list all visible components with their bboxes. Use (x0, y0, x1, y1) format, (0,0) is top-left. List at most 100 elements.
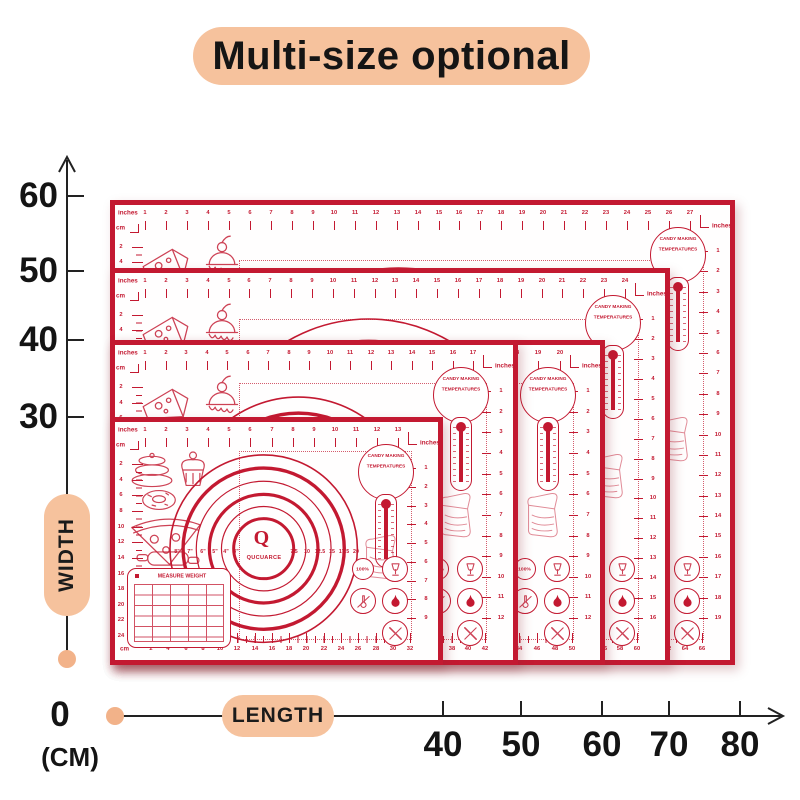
right-ruler-number: 1 (586, 387, 590, 394)
top-ruler-number: 10 (326, 349, 333, 356)
top-ruler-number: 19 (517, 277, 524, 284)
top-ruler-number: 13 (393, 209, 400, 216)
top-ruler-inches-label: inches (118, 209, 138, 217)
top-ruler-number: 3 (184, 349, 188, 356)
bottom-ruler-number: 44 (516, 645, 523, 652)
top-ruler-end-inches-label: inches (712, 222, 732, 230)
mat-40x30: inches 1 2 3 4 5 6 7 8 9 10 11 12 13 inches cm 2 4 6 8 10 12 1… (110, 417, 443, 665)
cherry-cake-doodle-icon (201, 375, 243, 423)
care-icon-cluster: 100% (510, 556, 574, 650)
right-ruler-number: 8 (651, 454, 655, 461)
left-ruler-number: 4 (119, 258, 123, 265)
right-ruler-number: 15 (714, 532, 722, 539)
top-ruler-number: 5 (225, 349, 229, 356)
bottom-ruler-number: 14 (251, 645, 258, 652)
top-ruler-number: 8 (286, 349, 291, 356)
dial-label-right: 20 (353, 548, 360, 555)
right-ruler-number: 7 (424, 576, 428, 583)
brand-logo-mark: Q (253, 527, 270, 550)
top-ruler-number: 15 (433, 277, 441, 284)
right-ruler-number: 6 (499, 490, 503, 497)
top-ruler-number: 17 (475, 277, 483, 284)
left-ruler-number: 14 (117, 553, 125, 561)
top-ruler-number: 23 (602, 209, 610, 216)
width-axis-label-pill: WIDTH (44, 494, 90, 616)
right-ruler-number: 5 (651, 394, 655, 402)
bottom-ruler-number: 32 (406, 645, 414, 652)
right-ruler-number: 16 (714, 552, 722, 560)
top-ruler-number: 15 (435, 209, 442, 216)
thermometer-graphic: CANDY MAKING TEMPERATURES (358, 444, 416, 586)
left-ruler-number: 18 (117, 585, 125, 592)
flame-icon (382, 588, 408, 614)
top-ruler-number: 7 (269, 209, 273, 216)
top-ruler-number: 4 (206, 209, 210, 216)
left-ruler-number: 4 (119, 326, 123, 333)
top-ruler-number: 24 (623, 209, 631, 216)
top-ruler-number: 27 (686, 209, 694, 216)
bottom-ruler-number: 22 (320, 645, 327, 652)
right-ruler-number: 12 (497, 614, 505, 621)
bottom-ruler-number: 48 (551, 645, 558, 652)
left-ruler-number: 2 (119, 311, 123, 318)
top-ruler-cm-label: cm (116, 224, 126, 232)
top-ruler-number: 14 (414, 209, 421, 216)
bottom-ruler-number: 4 (166, 645, 170, 652)
top-ruler-number: 9 (312, 426, 316, 433)
length-tick-70: 70 (648, 725, 690, 766)
width-tick-30: 30 (10, 398, 58, 437)
top-ruler-end-inches-label: inches (647, 290, 667, 298)
dial-label-right: 17.5 (338, 548, 350, 555)
bottom-ruler-number: 8 (201, 645, 205, 652)
right-ruler-number: 4 (499, 448, 503, 456)
top-ruler-number: 13 (392, 277, 399, 284)
top-ruler-number: 13 (387, 349, 395, 356)
top-ruler-number: 6 (248, 209, 252, 216)
top-ruler-number: 8 (290, 426, 295, 433)
width-axis-label: WIDTH (55, 518, 79, 592)
right-ruler-number: 15 (649, 594, 657, 601)
length-axis-label: LENGTH (231, 704, 325, 727)
top-ruler-cm-label: cm (116, 364, 126, 372)
right-ruler-number: 2 (424, 482, 428, 490)
right-ruler-number: 5 (424, 539, 428, 546)
top-ruler-number: 7 (268, 277, 272, 284)
right-ruler-number: 7 (716, 369, 720, 376)
bottom-ruler-number: 46 (533, 645, 541, 652)
top-ruler-number: 19 (534, 349, 542, 356)
left-ruler-number: 16 (117, 569, 125, 576)
right-ruler-number: 19 (714, 614, 722, 621)
brand-logo-text: QUCUARCE (246, 553, 281, 561)
top-ruler-number: 2 (163, 349, 168, 356)
top-ruler-number: 4 (205, 277, 210, 284)
thermometer-title-line2: TEMPERATURES (658, 246, 698, 252)
left-ruler-number: 12 (117, 538, 125, 545)
flame-icon (674, 588, 700, 614)
right-ruler-number: 7 (586, 510, 590, 518)
right-ruler-number: 9 (716, 410, 720, 417)
bottom-ruler-number: 64 (681, 645, 689, 652)
top-ruler-number: 25 (644, 209, 652, 216)
thermometer-graphic: CANDY MAKING TEMPERATURES (433, 367, 491, 509)
bottom-ruler-number: 12 (234, 645, 241, 652)
concentric-circles (166, 451, 361, 646)
right-ruler-number: 18 (714, 593, 722, 601)
top-ruler-number: 4 (204, 349, 209, 356)
right-ruler-number: 6 (424, 557, 428, 565)
donut-doodle-icon (139, 488, 179, 512)
top-ruler-number: 16 (454, 277, 462, 284)
right-ruler-number: 2 (586, 407, 590, 415)
top-ruler-end-inches-label: inches (495, 362, 515, 370)
top-ruler-number: 8 (290, 209, 294, 216)
top-ruler-number: 4 (206, 426, 210, 433)
flame-icon (544, 588, 570, 614)
top-ruler-end-inches-label: inches (420, 439, 440, 447)
top-ruler-number: 14 (408, 349, 415, 356)
top-ruler-number: 16 (449, 349, 456, 356)
top-ruler-number: 10 (331, 426, 339, 433)
dough-guide-dotted-frame (239, 451, 412, 640)
top-ruler-number: 6 (248, 426, 252, 433)
thermometer-title-line1: CANDY MAKING (659, 236, 697, 242)
top-ruler-number: 12 (372, 209, 379, 216)
no-wine-glass-icon (544, 556, 570, 582)
